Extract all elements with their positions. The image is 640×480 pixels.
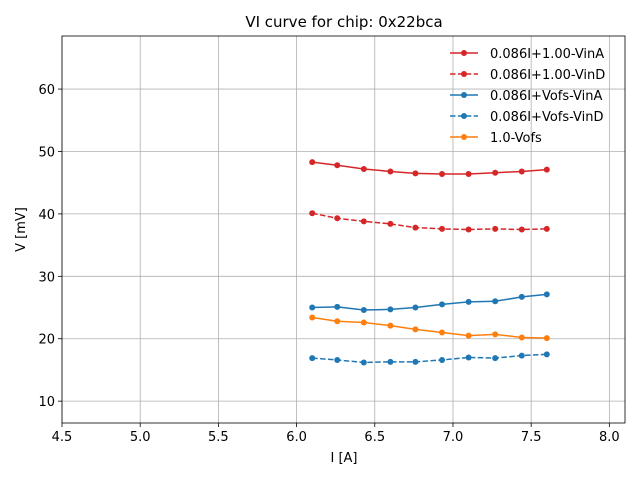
data-point xyxy=(543,225,550,232)
plot-frame xyxy=(61,35,626,424)
x-tick-label: 6.5 xyxy=(364,430,385,445)
data-point xyxy=(387,220,394,227)
series-1 xyxy=(309,159,550,177)
series-3 xyxy=(309,291,550,314)
legend-label: 1.0-Vofs xyxy=(490,131,542,146)
y-tick-label: 40 xyxy=(38,208,55,223)
data-point xyxy=(387,306,394,313)
y-tick-label: 50 xyxy=(38,145,55,160)
legend-entry: 0.086I+Vofs-VinA xyxy=(450,89,603,104)
legend-label: 0.086I+Vofs-VinD xyxy=(490,110,604,125)
y-tick-label: 20 xyxy=(38,333,55,348)
data-point xyxy=(518,293,525,300)
data-point xyxy=(412,358,419,365)
data-point xyxy=(412,326,419,333)
legend-marker xyxy=(461,92,467,98)
data-point xyxy=(387,168,394,175)
data-point xyxy=(360,218,367,225)
legend-marker xyxy=(461,71,467,77)
data-point xyxy=(518,168,525,175)
data-point xyxy=(360,359,367,366)
data-point xyxy=(439,301,446,308)
x-tick-label: 7.5 xyxy=(521,430,542,445)
y-axis-label: V [mV] xyxy=(14,207,29,252)
data-point xyxy=(439,170,446,177)
data-point xyxy=(439,225,446,232)
data-point xyxy=(439,356,446,363)
data-point xyxy=(360,307,367,314)
data-point xyxy=(334,356,341,363)
data-point xyxy=(387,322,394,329)
data-point xyxy=(543,291,550,298)
x-tick-label: 6.0 xyxy=(286,430,307,445)
data-point xyxy=(360,165,367,172)
data-point xyxy=(412,304,419,311)
axis-ticks: 4.5 5.0 5.5 6.0 6.5 7.0 7.5 8.0 10 20 30 40 50 60 xyxy=(38,83,619,445)
data-point xyxy=(334,162,341,169)
legend-label: 0.086I+1.00-VinD xyxy=(490,68,605,83)
data-point xyxy=(465,354,472,361)
data-point xyxy=(309,304,316,311)
data-point xyxy=(518,334,525,341)
x-tick-label: 5.5 xyxy=(208,430,229,445)
series-line xyxy=(312,316,547,339)
series-line xyxy=(312,212,547,231)
series-line xyxy=(312,353,547,364)
chart-title: VI curve for chip: 0x22bca xyxy=(245,13,442,31)
data-point xyxy=(543,351,550,358)
legend-entry: 0.086I+1.00-VinA xyxy=(450,47,604,62)
grid-lines xyxy=(61,36,625,423)
data-point xyxy=(309,314,316,321)
legend-label: 0.086I+Vofs-VinA xyxy=(490,89,603,104)
legend-marker xyxy=(461,134,467,140)
data-point xyxy=(412,170,419,177)
legend: 0.086I+1.00-VinA 0.086I+1.00-VinD 0.086I+V… xyxy=(450,47,605,146)
data-point xyxy=(465,298,472,305)
x-tick-label: 7.0 xyxy=(443,430,464,445)
data-point xyxy=(492,298,499,305)
data-point xyxy=(334,303,341,310)
data-point xyxy=(465,332,472,339)
data-point xyxy=(360,319,367,326)
data-point xyxy=(309,355,316,362)
data-point xyxy=(309,159,316,166)
legend-entry: 0.086I+Vofs-VinD xyxy=(450,110,604,125)
data-point xyxy=(465,170,472,177)
series-5 xyxy=(309,314,550,342)
data-point xyxy=(334,215,341,222)
y-tick-label: 60 xyxy=(38,83,55,98)
x-tick-label: 5.0 xyxy=(130,430,151,445)
data-point xyxy=(334,318,341,325)
legend-marker xyxy=(461,50,467,56)
series-line xyxy=(312,161,547,175)
data-point xyxy=(492,225,499,232)
data-point xyxy=(387,358,394,365)
legend-label: 0.086I+1.00-VinA xyxy=(490,47,604,62)
data-point xyxy=(492,355,499,362)
series-line xyxy=(312,293,547,311)
data-point xyxy=(492,331,499,338)
x-tick-label: 8.0 xyxy=(599,430,620,445)
series-2 xyxy=(309,210,550,233)
legend-marker xyxy=(461,113,467,119)
data-point xyxy=(518,226,525,233)
data-point xyxy=(412,224,419,231)
legend-entry: 1.0-Vofs xyxy=(450,131,542,146)
data-point xyxy=(309,210,316,217)
series-group xyxy=(309,159,550,366)
y-tick-label: 30 xyxy=(38,270,55,285)
y-tick-label: 10 xyxy=(38,395,55,410)
series-4 xyxy=(309,351,550,366)
data-point xyxy=(439,329,446,336)
x-axis-label: I [A] xyxy=(330,451,357,466)
x-tick-label: 4.5 xyxy=(52,430,73,445)
legend-entry: 0.086I+1.00-VinD xyxy=(450,68,605,83)
data-point xyxy=(518,352,525,359)
data-point xyxy=(492,169,499,176)
data-point xyxy=(543,166,550,173)
data-point xyxy=(465,226,472,233)
data-point xyxy=(543,335,550,342)
